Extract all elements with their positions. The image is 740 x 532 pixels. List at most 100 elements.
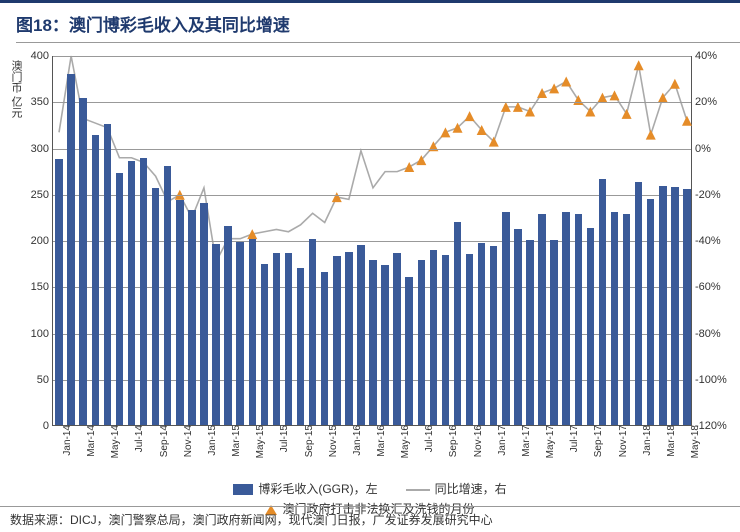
bar — [430, 250, 437, 425]
gridline — [53, 195, 691, 196]
x-tick: Nov-17 — [615, 425, 629, 457]
x-tick: May-16 — [397, 425, 411, 458]
bar — [152, 188, 159, 425]
y-left-tick: 350 — [31, 96, 53, 108]
y-left-tick: 0 — [43, 420, 53, 432]
bar — [526, 240, 533, 425]
line-swatch-icon — [406, 489, 430, 491]
x-tick: Jul-16 — [421, 425, 435, 452]
bar — [200, 203, 207, 425]
triangle-marker — [682, 116, 692, 126]
bar — [514, 229, 521, 425]
bar — [285, 253, 292, 425]
triangle-marker — [489, 137, 499, 147]
x-tick: May-15 — [252, 425, 266, 458]
bar — [671, 187, 678, 425]
bar — [176, 200, 183, 425]
bar — [490, 246, 497, 425]
title-underline — [16, 42, 740, 43]
bar — [562, 212, 569, 425]
triangle-marker — [416, 155, 426, 165]
triangle-marker — [597, 93, 607, 103]
y-right-tick: 20% — [691, 96, 717, 108]
y-right-tick: -100% — [691, 374, 727, 386]
y-right-tick: 40% — [691, 50, 717, 62]
x-tick: Mar-17 — [518, 425, 532, 457]
x-tick: Sep-15 — [301, 425, 315, 457]
x-tick: May-18 — [687, 425, 701, 458]
triangle-marker — [440, 127, 450, 137]
bar — [623, 214, 630, 425]
bar — [538, 214, 545, 425]
triangle-marker — [513, 102, 523, 112]
x-tick: Jul-14 — [131, 425, 145, 452]
y-right-tick: 0% — [691, 143, 711, 155]
triangle-marker — [477, 125, 487, 135]
x-tick: Jan-17 — [494, 425, 508, 456]
triangle-marker — [501, 102, 511, 112]
bar — [249, 239, 256, 425]
bar — [261, 264, 268, 425]
title-bar: 图18：澳门博彩毛收入及其同比增速 — [0, 0, 740, 47]
bar-swatch-icon — [233, 484, 253, 495]
triangle-marker — [525, 107, 535, 117]
source-note: 数据来源：DICJ，澳门警察总局，澳门政府新闻网，现代澳门日报，广发证券发展研究… — [0, 506, 740, 532]
bar — [587, 228, 594, 425]
triangle-marker — [561, 76, 571, 86]
chart-title: 图18：澳门博彩毛收入及其同比增速 — [16, 11, 740, 36]
triangle-marker — [549, 83, 559, 93]
x-tick: Jan-16 — [349, 425, 363, 456]
x-tick: Nov-16 — [470, 425, 484, 457]
bar — [466, 254, 473, 425]
triangle-marker — [332, 192, 342, 202]
x-tick: Mar-15 — [228, 425, 242, 457]
bar — [128, 161, 135, 425]
gridline — [53, 241, 691, 242]
bar — [92, 135, 99, 425]
bar — [357, 245, 364, 425]
bar — [405, 277, 412, 425]
bar — [635, 182, 642, 425]
gridline — [53, 149, 691, 150]
bar — [550, 240, 557, 425]
triangle-marker — [585, 107, 595, 117]
bar — [333, 256, 340, 425]
y-left-tick: 200 — [31, 235, 53, 247]
bar — [442, 255, 449, 425]
bar — [369, 260, 376, 425]
x-tick: Mar-16 — [373, 425, 387, 457]
x-tick: Jan-14 — [59, 425, 73, 456]
figure-container: 图18：澳门博彩毛收入及其同比增速 澳门币 亿元 050100150200250… — [0, 0, 740, 532]
triangle-marker — [404, 162, 414, 172]
legend-bar: 博彩毛收入(GGR)，左 — [233, 480, 377, 497]
bar — [140, 158, 147, 425]
y-left-tick: 100 — [31, 328, 53, 340]
y-left-tick: 50 — [37, 374, 53, 386]
bar — [454, 222, 461, 426]
triangle-marker — [573, 95, 583, 105]
x-tick: Nov-14 — [180, 425, 194, 457]
bar — [297, 268, 304, 425]
bar — [381, 265, 388, 425]
triangle-marker — [658, 93, 668, 103]
bar — [345, 252, 352, 425]
bar — [104, 124, 111, 425]
gridline — [53, 102, 691, 103]
bar — [236, 242, 243, 425]
triangle-marker — [428, 141, 438, 151]
bar — [273, 253, 280, 425]
bar — [116, 173, 123, 425]
plot-area: 050100150200250300350400-120%-100%-80%-6… — [52, 56, 692, 426]
bar — [418, 260, 425, 425]
bar — [188, 210, 195, 425]
triangle-marker — [670, 79, 680, 89]
bar — [478, 243, 485, 425]
bar — [599, 179, 606, 425]
triangle-marker — [634, 60, 644, 70]
y-right-tick: -80% — [691, 328, 721, 340]
bar — [67, 74, 74, 426]
x-tick: Jul-17 — [566, 425, 580, 452]
legend-line: 同比增速，右 — [406, 480, 507, 497]
bar — [79, 98, 86, 425]
bar — [683, 189, 690, 425]
